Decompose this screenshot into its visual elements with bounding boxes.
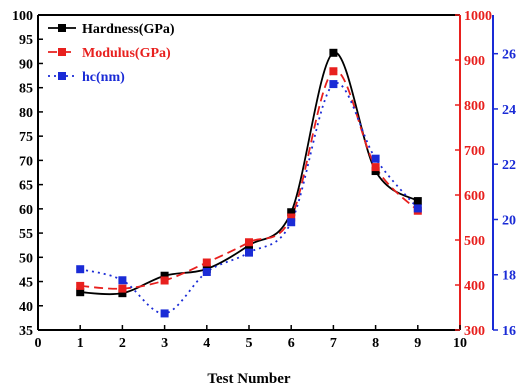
y-right-tick-label-hc: 20	[502, 213, 516, 228]
y-right-tick-label-modulus: 700	[464, 144, 485, 159]
fit-curves	[79, 51, 419, 315]
y-right-tick-label-hc: 22	[502, 158, 516, 173]
legend-marker	[58, 48, 66, 56]
data-point	[287, 208, 296, 217]
y-left-tick-label: 75	[19, 130, 33, 145]
data-point	[371, 154, 380, 163]
data-points	[76, 48, 422, 318]
y-right-tick-label-hc: 24	[502, 103, 516, 118]
x-tick-label: 5	[246, 336, 253, 351]
data-point	[160, 271, 169, 280]
y-left-tick-label: 55	[19, 227, 33, 242]
x-tick-label: 3	[161, 336, 168, 351]
data-point	[329, 80, 338, 89]
y-right-tick-label-hc: 18	[502, 269, 516, 284]
data-point	[76, 288, 85, 297]
y-right-tick-label-modulus: 900	[464, 54, 485, 69]
y-right-tick-label-modulus: 800	[464, 99, 485, 114]
legend: Hardness(GPa) Modulus(GPa) hc(nm)	[48, 22, 175, 85]
x-tick-label: 8	[372, 336, 379, 351]
data-point	[329, 67, 338, 76]
legend-label: Hardness(GPa)	[82, 22, 175, 37]
legend-label: Modulus(GPa)	[82, 46, 171, 61]
data-point	[329, 48, 338, 57]
y-right-tick-label-modulus: 300	[464, 324, 485, 339]
data-point	[287, 218, 296, 227]
y-right-tick-label-modulus: 400	[464, 279, 485, 294]
y-right-tick-label-modulus: 600	[464, 189, 485, 204]
y-left-tick-label: 35	[19, 324, 33, 339]
x-tick-label: 0	[35, 336, 42, 351]
data-point	[160, 276, 169, 285]
y-left-tick-label: 40	[19, 300, 33, 315]
legend-marker	[58, 72, 66, 80]
data-point	[118, 284, 127, 293]
data-point	[371, 163, 380, 172]
data-point	[76, 265, 85, 274]
x-tick-label: 4	[203, 336, 210, 351]
y-left-tick-label: 45	[19, 276, 33, 291]
y-right-tick-label-modulus: 1000	[464, 9, 492, 24]
y-left-tick-label: 70	[19, 154, 33, 169]
y-left-tick-label: 65	[19, 179, 33, 194]
fit-curve-0	[80, 51, 419, 296]
x-tick-label: 2	[119, 336, 126, 351]
y-right-tick-label-hc: 26	[502, 48, 516, 63]
y-right-tick-label-modulus: 500	[464, 234, 485, 249]
data-point	[160, 309, 169, 318]
y-right-tick-label-hc: 16	[502, 324, 516, 339]
data-point	[76, 281, 85, 290]
x-axis-title: Test Number	[207, 371, 291, 387]
data-point	[118, 276, 127, 285]
legend-label: hc(nm)	[82, 70, 125, 85]
y-left-tick-label: 90	[19, 57, 33, 72]
data-point	[245, 248, 253, 257]
axes: 0 1 2 3 4 5 6 7 8 9 103540455055606570758085909510…	[12, 9, 516, 351]
y-left-tick-label: 50	[19, 251, 33, 266]
y-left-tick-label: 60	[19, 203, 33, 218]
data-point	[202, 267, 211, 276]
x-tick-label: 6	[288, 336, 295, 351]
y-left-tick-label: 85	[19, 82, 33, 97]
data-point	[245, 238, 253, 247]
x-tick-label: 9	[414, 336, 421, 351]
y-left-tick-label: 100	[12, 9, 33, 24]
data-point	[413, 197, 422, 206]
fit-curve-2	[79, 82, 419, 315]
x-tick-label: 7	[330, 336, 337, 351]
y-left-tick-label: 95	[19, 33, 33, 48]
data-point	[118, 289, 127, 298]
legend-marker	[58, 24, 66, 32]
x-tick-label: 10	[453, 336, 467, 351]
y-left-tick-label: 80	[19, 106, 33, 121]
data-point	[413, 204, 422, 213]
x-tick-label: 1	[77, 336, 84, 351]
data-point	[202, 258, 211, 267]
data-point	[287, 213, 296, 222]
